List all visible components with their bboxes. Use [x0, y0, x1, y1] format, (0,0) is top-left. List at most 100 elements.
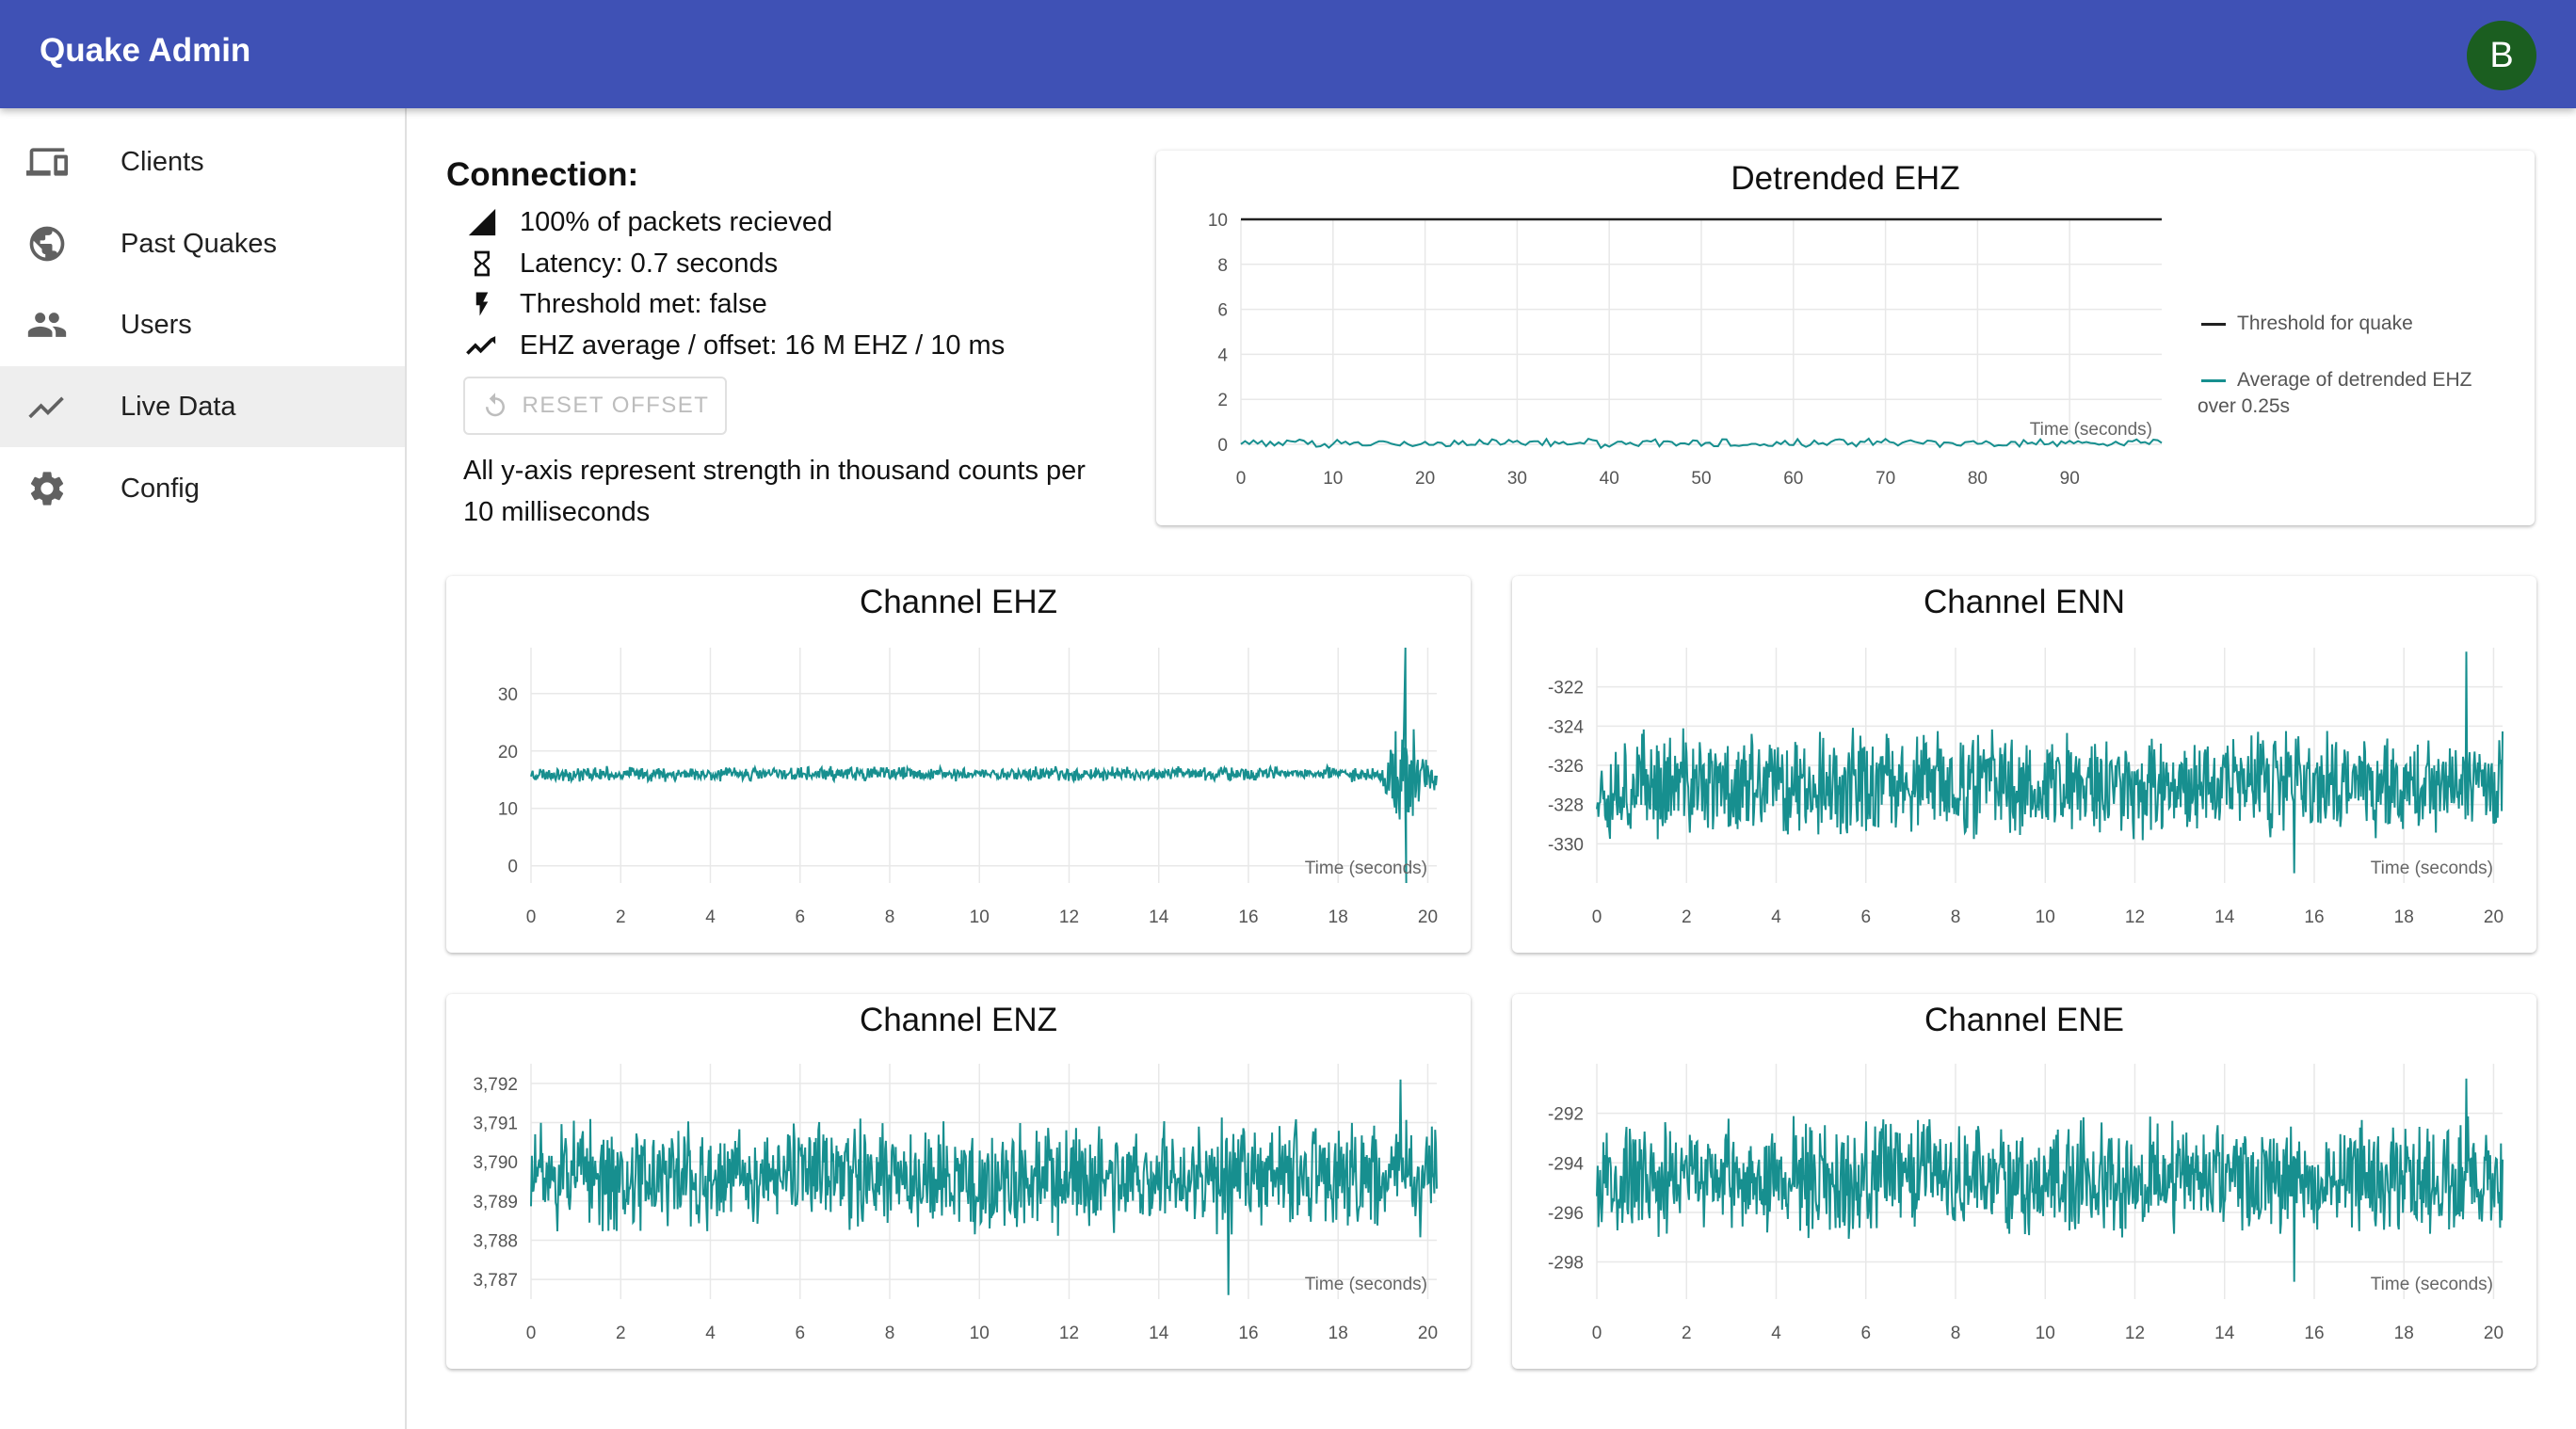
x-tick-label: 6	[1860, 1324, 1871, 1343]
app-title: Quake Admin	[40, 32, 251, 69]
x-tick-label: 80	[1968, 469, 1988, 489]
y-axis-note: All y-axis represent strength in thousan…	[463, 456, 1086, 527]
sidebar: Clients Past Quakes Users Live Data Conf…	[0, 108, 407, 1429]
y-tick-label: 4	[1217, 345, 1228, 365]
reset-icon	[481, 392, 509, 420]
average-text: EHZ average / offset: 16 M EHZ / 10 ms	[520, 329, 1006, 361]
series-line	[530, 1079, 1438, 1295]
x-tick-label: 0	[526, 1324, 537, 1343]
sidebar-item-live-data[interactable]: Live Data	[0, 366, 405, 447]
x-tick-label: 18	[2394, 907, 2414, 927]
reset-offset-button[interactable]: RESET OFFSET	[463, 377, 727, 435]
y-tick-label: 3,789	[473, 1193, 518, 1212]
channel-enz-card: Channel ENZ 0 2 4 6 8 10 12 14 16 18 20 3,792 3,791 3…	[446, 994, 1471, 1369]
gridlines	[530, 648, 1437, 883]
sidebar-item-label: Users	[121, 309, 192, 340]
y-tick-label: 0	[507, 858, 518, 877]
x-tick-label: 20	[1415, 469, 1435, 489]
sidebar-item-past-quakes[interactable]: Past Quakes	[0, 203, 405, 284]
detrended-ehz-chart: 0 10 20 30 40 50 60 70 80 90 0 2 4 6 8 10 Time (seconds)	[1208, 211, 2163, 489]
x-tick-label: 12	[2125, 1324, 2145, 1343]
x-tick-label: 20	[1418, 907, 1438, 927]
globe-icon	[26, 223, 68, 265]
y-tick-label: -328	[1548, 796, 1584, 816]
x-tick-label: 8	[1951, 1324, 1961, 1343]
y-tick-label: 6	[1217, 301, 1228, 321]
x-tick-label: 0	[526, 907, 537, 927]
sidebar-item-config[interactable]: Config	[0, 448, 405, 529]
y-tick-label: 3,792	[473, 1075, 518, 1095]
channel-enn-card: Channel ENN 0 2 4 6 8 10 12 14 16 18 20 -322 -324 -32…	[1512, 576, 2536, 953]
x-tick-label: 14	[1149, 1324, 1169, 1343]
x-tick-label: 2	[1682, 1324, 1692, 1343]
chart-title: Channel EHZ	[859, 584, 1058, 620]
x-tick-label: 8	[1951, 907, 1961, 927]
series-line	[530, 647, 1438, 884]
x-tick-label: 0	[1592, 907, 1602, 927]
threshold-text: Threshold met: false	[520, 288, 767, 319]
user-avatar[interactable]: B	[2467, 21, 2536, 90]
gridlines	[1240, 218, 2162, 445]
x-tick-label: 4	[1771, 1324, 1781, 1343]
x-tick-label: 18	[1328, 907, 1348, 927]
x-tick-label: 20	[2484, 907, 2504, 927]
packets-text: 100% of packets recieved	[520, 206, 833, 237]
x-tick-label: 6	[795, 907, 805, 927]
trending-up-icon	[461, 327, 503, 364]
x-tick-label: 16	[1238, 1324, 1258, 1343]
x-tick-label: 12	[2125, 907, 2145, 927]
series-line	[1596, 1078, 2504, 1282]
sidebar-item-label: Clients	[121, 146, 204, 177]
legend-threshold-label: Threshold for quake	[2237, 313, 2413, 334]
y-tick-label: 3,790	[473, 1153, 518, 1173]
sidebar-item-label: Live Data	[121, 391, 236, 422]
y-tick-label: 3,787	[473, 1271, 518, 1291]
x-tick-label: 14	[2214, 1324, 2235, 1343]
y-tick-label: -330	[1548, 835, 1584, 855]
y-tick-label: 8	[1217, 256, 1228, 276]
x-tick-label: 16	[2304, 907, 2324, 927]
x-tick-label: 6	[795, 1324, 805, 1343]
people-icon	[26, 304, 68, 345]
channel-ehz-chart: 0 2 4 6 8 10 12 14 16 18 20 0 10 20 30 Time (seconds)	[498, 647, 1438, 927]
x-tick-label: 14	[1149, 907, 1169, 927]
connection-title: Connection:	[446, 156, 639, 193]
devices-icon	[26, 141, 68, 183]
latency-text: Latency: 0.7 seconds	[520, 248, 779, 279]
x-tick-label: 16	[2304, 1324, 2324, 1343]
x-axis-title: Time (seconds)	[2371, 859, 2493, 878]
channel-ene-chart: 0 2 4 6 8 10 12 14 16 18 20 -292 -294 -296 -298 Time (s…	[1548, 1064, 2504, 1343]
y-tick-label: 20	[498, 743, 518, 763]
x-tick-label: 12	[1059, 1324, 1079, 1343]
channel-enn-chart: 0 2 4 6 8 10 12 14 16 18 20 -322 -324 -326 -328 -330 Tim…	[1548, 648, 2504, 927]
sidebar-item-clients[interactable]: Clients	[0, 121, 405, 202]
x-tick-label: 50	[1691, 469, 1711, 489]
y-tick-label: -296	[1548, 1204, 1584, 1224]
x-tick-label: 40	[1600, 469, 1619, 489]
y-tick-label: -294	[1548, 1154, 1584, 1174]
chart-title: Detrended EHZ	[1731, 160, 1960, 197]
x-tick-label: 0	[1592, 1324, 1602, 1343]
x-tick-label: 4	[705, 1324, 716, 1343]
gear-icon	[26, 468, 68, 509]
x-tick-label: 20	[2484, 1324, 2504, 1343]
x-tick-label: 10	[2036, 907, 2055, 927]
x-tick-label: 20	[1418, 1324, 1438, 1343]
series-line	[1596, 651, 2504, 874]
x-axis-title: Time (seconds)	[2030, 420, 2152, 440]
y-tick-label: -298	[1548, 1254, 1584, 1274]
y-tick-label: 3,791	[473, 1115, 518, 1134]
chart-title: Channel ENZ	[859, 1002, 1058, 1038]
x-axis-title: Time (seconds)	[2371, 1275, 2493, 1294]
legend-average-label: Average of detrended EHZ over 0.25s	[2198, 369, 2472, 417]
x-tick-label: 8	[885, 1324, 895, 1343]
detrended-ehz-card: Detrended EHZ 0 10 20 30 40 50 60 70 80 90 0 2 4 6 8 10…	[1156, 151, 2535, 525]
series-line	[1240, 437, 2163, 450]
y-tick-label: 10	[1208, 211, 1228, 231]
y-tick-label: -326	[1548, 757, 1584, 777]
y-tick-label: -324	[1548, 717, 1584, 737]
x-tick-label: 70	[1876, 469, 1895, 489]
legend-swatch	[2201, 379, 2226, 382]
channel-enz-chart: 0 2 4 6 8 10 12 14 16 18 20 3,792 3,791 3,790 3,789 3,7…	[473, 1064, 1438, 1343]
sidebar-item-users[interactable]: Users	[0, 284, 405, 365]
